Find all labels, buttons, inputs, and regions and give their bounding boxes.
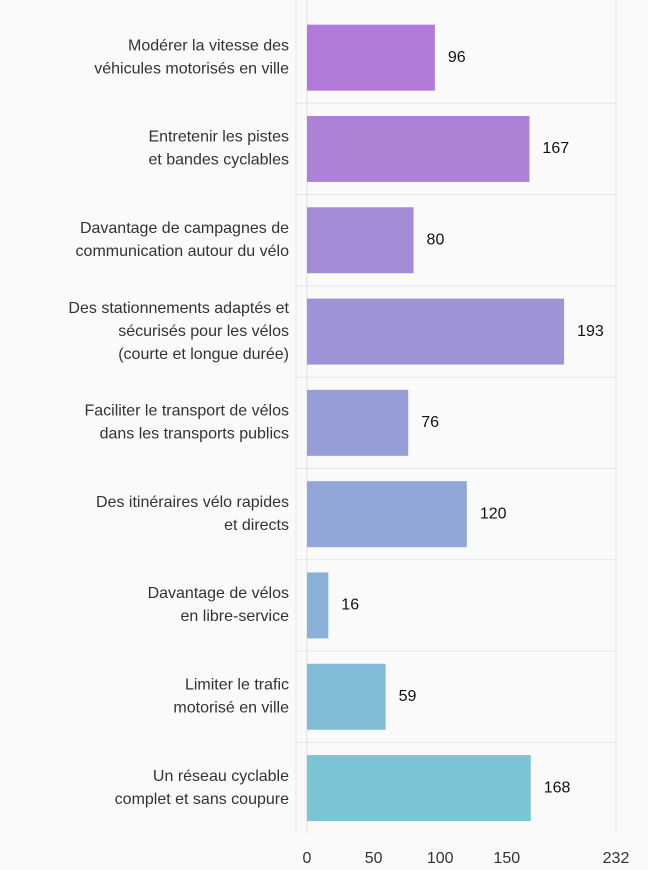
bar xyxy=(307,755,531,822)
value-label: 16 xyxy=(341,597,359,614)
bar xyxy=(307,24,435,91)
bar xyxy=(307,115,530,182)
category-label: Des itinéraires vélo rapides xyxy=(96,494,289,511)
bar xyxy=(307,389,409,456)
category-label: Faciliter le transport de vélos xyxy=(84,403,289,420)
category-label: véhicules motorisés en ville xyxy=(94,60,289,77)
value-label: 76 xyxy=(421,414,439,431)
category-label: Entretenir les pistes xyxy=(148,129,289,146)
category-label: (courte et longue durée) xyxy=(118,346,289,363)
value-label: 167 xyxy=(542,140,569,157)
value-label: 168 xyxy=(544,779,571,796)
category-label: Modérer la vitesse des xyxy=(128,37,289,54)
category-label: Des stationnements adaptés et xyxy=(68,300,289,317)
category-label: dans les transports publics xyxy=(100,426,289,443)
category-label: Davantage de vélos xyxy=(148,585,289,602)
x-tick-label: 232 xyxy=(603,850,630,867)
category-label: et bandes cyclables xyxy=(148,152,289,169)
x-tick-label: 50 xyxy=(365,850,383,867)
value-label: 59 xyxy=(399,688,417,705)
category-label: en libre-service xyxy=(181,608,290,625)
value-label: 120 xyxy=(480,505,507,522)
category-label: Un réseau cyclable xyxy=(153,768,289,785)
x-tick-label: 150 xyxy=(493,850,520,867)
category-label: sécurisés pour les vélos xyxy=(118,323,289,340)
bar xyxy=(307,663,386,730)
value-label: 193 xyxy=(577,323,604,340)
category-label: complet et sans coupure xyxy=(115,791,289,808)
category-label: Limiter le trafic xyxy=(185,676,289,693)
bar xyxy=(307,298,565,365)
category-label: motorisé en ville xyxy=(173,699,289,716)
category-label: communication autour du vélo xyxy=(76,243,290,260)
x-tick-label: 0 xyxy=(303,850,312,867)
bar xyxy=(307,481,467,548)
bar xyxy=(307,572,329,639)
value-label: 96 xyxy=(448,49,466,66)
bar xyxy=(307,207,414,274)
value-label: 80 xyxy=(427,231,445,248)
x-tick-label: 100 xyxy=(427,850,454,867)
category-label: et directs xyxy=(224,517,289,534)
category-label: Davantage de campagnes de xyxy=(80,220,289,237)
